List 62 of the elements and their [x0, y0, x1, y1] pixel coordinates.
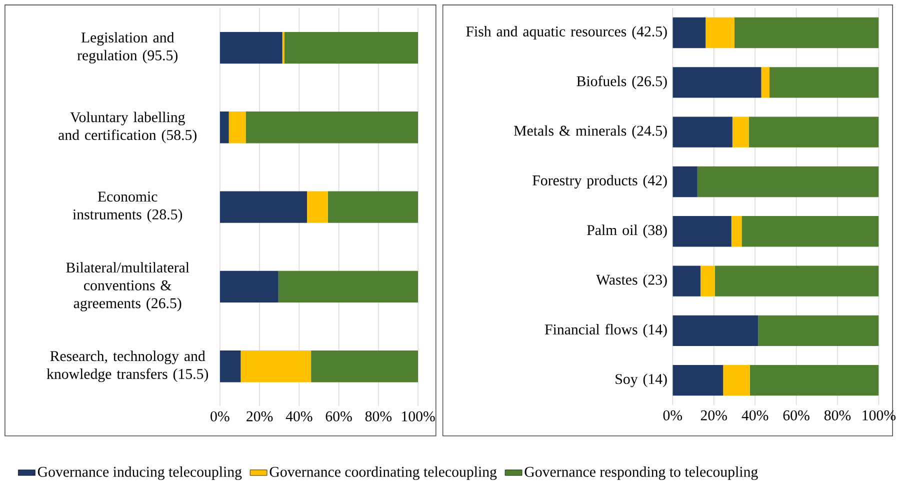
bar [732, 116, 749, 148]
bar [750, 364, 879, 396]
bar [672, 315, 758, 346]
bar [758, 315, 879, 346]
x-tick-label: 40% [742, 410, 768, 420]
x-tick-label: 40% [286, 411, 312, 422]
y-tick-label: Voluntary labelling and certification (58.5) [58, 112, 196, 143]
bar [706, 17, 734, 48]
x-tick-label: 80% [824, 410, 851, 420]
bar [307, 190, 328, 223]
bar [734, 17, 879, 48]
x-tick-label: 0% [663, 410, 682, 420]
bar [672, 166, 698, 197]
bar [240, 350, 312, 382]
bar [220, 350, 241, 382]
bar [714, 265, 879, 296]
bar [761, 66, 770, 98]
y-tick-label: Legislation and regulation (95.5) [77, 32, 178, 64]
bar [742, 216, 879, 247]
y-tick-label: Research, technology and knowledge transfers (15.5) [46, 350, 208, 382]
bar [311, 350, 418, 382]
y-tick-label: Bilateral/multilateral conventions & agreements (26.5) [66, 262, 190, 312]
x-tick-label: 60% [783, 410, 810, 420]
bar [220, 111, 229, 144]
bar [278, 270, 418, 302]
legend-label: Governance responding to telecoupling [524, 466, 758, 480]
bar [723, 364, 750, 396]
bar [284, 32, 418, 64]
legend-label: Governance coordinating telecoupling [270, 466, 497, 480]
bar [672, 116, 732, 148]
bar [731, 216, 742, 247]
bar [246, 111, 418, 144]
y-tick-label: Wastes (23) [596, 274, 667, 288]
bar [697, 166, 879, 197]
bar [672, 265, 700, 296]
bar [770, 66, 879, 98]
bar [228, 111, 246, 144]
bar [220, 190, 308, 223]
y-tick-label: Metals & minerals (24.5) [514, 125, 667, 139]
x-tick-label: 60% [326, 411, 352, 422]
x-tick-label: 20% [700, 410, 727, 420]
legend-label: Governance inducing telecoupling [38, 466, 242, 480]
x-tick-label: 100% [402, 411, 435, 422]
bar [748, 116, 879, 148]
y-tick-label: Forestry products (42) [532, 174, 667, 188]
y-tick-label: Biofuels (26.5) [576, 75, 667, 90]
bar [672, 364, 724, 396]
x-tick-label: 0% [210, 411, 230, 422]
bar [220, 32, 282, 64]
bar [328, 190, 418, 223]
bar [672, 17, 706, 48]
x-tick-label: 80% [365, 411, 392, 422]
bar [220, 270, 278, 302]
y-tick-label: Economic instruments (28.5) [72, 191, 182, 222]
y-tick-label: Soy (14) [616, 373, 667, 387]
x-tick-label: 20% [246, 411, 273, 422]
bar [672, 66, 762, 98]
bar [672, 216, 732, 247]
y-tick-label: Palm oil (38) [587, 224, 667, 238]
bar [700, 265, 715, 296]
y-tick-label: Fish and aquatic resources (42.5) [466, 26, 667, 40]
y-tick-label: Financial flows (14) [544, 324, 667, 338]
